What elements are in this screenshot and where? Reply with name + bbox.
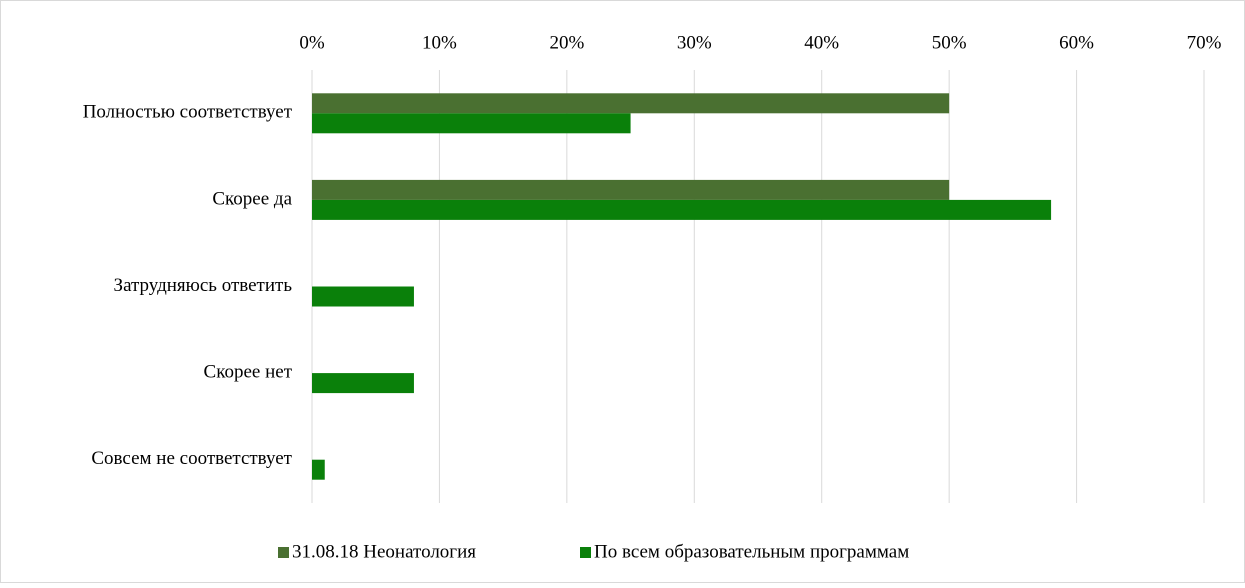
legend-label: 31.08.18 Неонатология <box>292 541 476 562</box>
x-tick-label: 20% <box>549 32 584 53</box>
bar <box>312 93 950 114</box>
x-tick-label: 0% <box>299 32 325 53</box>
x-tick-label: 10% <box>422 32 457 53</box>
legend-swatch <box>580 547 591 558</box>
bar <box>312 179 950 200</box>
y-tick-label: Совсем не соответствует <box>91 448 292 469</box>
legend-label: По всем образовательным программам <box>594 541 909 562</box>
x-tick-label: 50% <box>932 32 967 53</box>
bar <box>312 199 1052 220</box>
y-tick-label: Затрудняюсь ответить <box>114 275 293 296</box>
y-tick-label: Скорее да <box>212 188 292 209</box>
y-tick-label: Полностью соответствует <box>83 102 293 123</box>
x-tick-label: 40% <box>804 32 839 53</box>
legend-swatch <box>278 547 289 558</box>
y-tick-label: Скорее нет <box>204 361 293 382</box>
x-tick-label: 60% <box>1059 32 1094 53</box>
bar <box>312 459 325 480</box>
bar <box>312 286 414 307</box>
bar <box>312 113 631 134</box>
bar <box>312 373 414 394</box>
x-tick-label: 70% <box>1187 32 1222 53</box>
x-tick-label: 30% <box>677 32 712 53</box>
